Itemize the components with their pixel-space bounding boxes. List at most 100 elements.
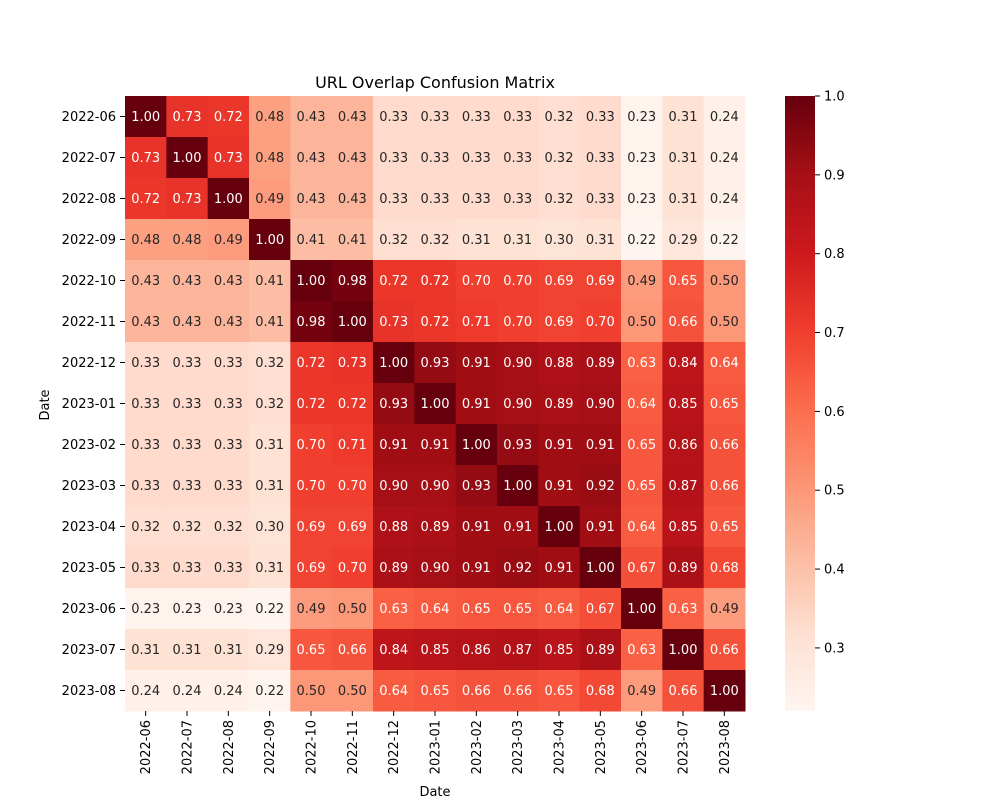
cell-value-label: 0.32 xyxy=(379,233,408,248)
heatmap-cell-2022-11-2022-10 xyxy=(290,301,333,343)
heatmap-cell-2022-08-2023-03 xyxy=(497,178,539,220)
x-axis: 2022-06 2022-07 2022-08 2022-09 2022-10 2022-… xyxy=(139,711,733,774)
cell-value-label: 0.66 xyxy=(503,684,532,699)
heatmap-cell-2023-06-2023-05 xyxy=(579,588,622,630)
heatmap-cell-2022-07-2023-07 xyxy=(662,137,705,179)
cell-value-label: 0.89 xyxy=(379,561,408,576)
heatmap-cell-2022-09-2022-12 xyxy=(373,219,415,261)
cell-value-label: 0.72 xyxy=(421,274,450,289)
y-tick-label: 2023-02 xyxy=(62,438,116,453)
x-tick-label: 2023-05 xyxy=(594,720,609,774)
heatmap-cell-2022-07-2023-06 xyxy=(621,137,663,179)
cell-value-label: 0.64 xyxy=(545,602,574,617)
cell-value-label: 0.30 xyxy=(255,520,284,535)
heatmap-cell-2023-07-2023-07 xyxy=(662,629,705,671)
heatmap-cell-2023-04-2022-10 xyxy=(290,506,333,548)
heatmap-cell-2022-09-2023-05 xyxy=(579,219,622,261)
heatmap-cell-2023-01-2023-02 xyxy=(455,383,498,425)
heatmap-cell-2022-08-2022-07 xyxy=(166,178,209,220)
y-tick-label: 2022-11 xyxy=(62,315,116,330)
cell-value-label: 0.65 xyxy=(627,479,656,494)
heatmap-cell-2023-05-2023-01 xyxy=(414,547,457,589)
heatmap-cell-2023-04-2023-06 xyxy=(621,506,663,548)
heatmap-cell-2022-11-2022-12 xyxy=(373,301,415,343)
heatmap-cell-2022-12-2023-04 xyxy=(538,342,581,384)
x-axis-label: Date xyxy=(419,785,450,800)
heatmap-cell-2023-01-2022-09 xyxy=(249,383,291,425)
cell-value-label: 0.73 xyxy=(173,110,202,125)
heatmap-cell-2022-08-2023-02 xyxy=(455,178,498,220)
cell-value-label: 0.73 xyxy=(338,356,367,371)
heatmap-cell-2023-07-2023-04 xyxy=(538,629,581,671)
y-axis: 2022-06 2022-07 2022-08 2022-09 2022-10 2022-… xyxy=(62,110,125,699)
cell-value-label: 0.43 xyxy=(338,151,367,166)
x-tick-label: 2022-09 xyxy=(263,720,278,774)
cell-value-label: 0.90 xyxy=(586,397,615,412)
cell-value-label: 0.91 xyxy=(462,520,491,535)
x-tick-label: 2022-12 xyxy=(387,720,402,774)
heatmap-cell-2023-08-2023-05 xyxy=(579,670,622,712)
cell-value-label: 1.00 xyxy=(297,274,326,289)
heatmap-cell-2022-12-2023-06 xyxy=(621,342,663,384)
heatmap-cell-2023-03-2023-05 xyxy=(579,465,622,507)
heatmap-cell-2022-09-2022-07 xyxy=(166,219,209,261)
heatmap-cell-2022-12-2022-09 xyxy=(249,342,291,384)
cell-value-label: 0.33 xyxy=(503,151,532,166)
cell-value-label: 0.33 xyxy=(173,438,202,453)
heatmap-cell-2023-06-2022-08 xyxy=(207,588,250,630)
x-tick-label: 2022-11 xyxy=(346,720,361,774)
heatmap-cell-2022-11-2023-03 xyxy=(497,301,539,343)
heatmap-cell-2023-08-2022-09 xyxy=(249,670,291,712)
heatmap-cell-2022-08-2022-09 xyxy=(249,178,291,220)
cell-value-label: 0.70 xyxy=(338,479,367,494)
cell-value-label: 0.33 xyxy=(131,479,160,494)
heatmap-cell-2022-10-2022-10 xyxy=(290,260,333,302)
x-tick-label: 2022-06 xyxy=(139,720,154,774)
heatmap-cell-2023-05-2022-07 xyxy=(166,547,209,589)
heatmap-cell-2022-06-2023-04 xyxy=(538,96,581,138)
heatmap-cell-2023-03-2023-01 xyxy=(414,465,457,507)
heatmap-cell-2023-06-2022-06 xyxy=(125,588,167,630)
x-tick-label: 2022-07 xyxy=(181,720,196,774)
heatmap-cell-2022-06-2022-10 xyxy=(290,96,333,138)
cell-value-label: 0.43 xyxy=(131,315,160,330)
cell-value-label: 0.50 xyxy=(627,315,656,330)
cell-value-label: 1.00 xyxy=(214,192,243,207)
heatmap-cell-2023-04-2023-07 xyxy=(662,506,705,548)
cell-value-label: 0.72 xyxy=(379,274,408,289)
heatmap-cell-2023-04-2023-03 xyxy=(497,506,539,548)
cell-value-label: 0.43 xyxy=(297,110,326,125)
cell-value-label: 0.84 xyxy=(669,356,698,371)
heatmap-cell-2023-08-2022-12 xyxy=(373,670,415,712)
heatmap-cell-2022-06-2023-05 xyxy=(579,96,622,138)
cell-value-label: 0.85 xyxy=(669,397,698,412)
cell-value-label: 0.91 xyxy=(379,438,408,453)
heatmap-cell-2023-01-2022-10 xyxy=(290,383,333,425)
cell-value-label: 0.87 xyxy=(503,643,532,658)
cell-value-label: 0.33 xyxy=(131,397,160,412)
heatmap-cell-2022-09-2022-11 xyxy=(331,219,374,261)
heatmap-cell-2023-06-2022-11 xyxy=(331,588,374,630)
heatmap-cell-2023-02-2022-09 xyxy=(249,424,291,466)
x-tick-label: 2023-06 xyxy=(635,720,650,774)
heatmap-cell-2023-05-2022-11 xyxy=(331,547,374,589)
heatmap-cell-2023-02-2022-07 xyxy=(166,424,209,466)
colorbar-tick-label: 0.3 xyxy=(824,641,845,656)
cell-value-label: 0.91 xyxy=(586,438,615,453)
cell-value-label: 0.50 xyxy=(297,684,326,699)
heatmap-cell-2023-06-2023-01 xyxy=(414,588,457,630)
heatmap-cell-2023-05-2023-08 xyxy=(703,547,746,589)
heatmap-cell-2023-07-2022-08 xyxy=(207,629,250,671)
cell-value-label: 0.41 xyxy=(297,233,326,248)
y-axis-label: Date xyxy=(38,389,53,420)
heatmap-cell-2022-08-2023-05 xyxy=(579,178,622,220)
heatmap-cell-2023-08-2022-06 xyxy=(125,670,167,712)
heatmap-cell-2023-01-2023-05 xyxy=(579,383,622,425)
heatmap-cell-2022-10-2022-12 xyxy=(373,260,415,302)
cell-value-label: 0.90 xyxy=(421,561,450,576)
cell-value-label: 0.43 xyxy=(338,110,367,125)
cell-value-label: 0.73 xyxy=(173,192,202,207)
heatmap-cell-2022-07-2022-08 xyxy=(207,137,250,179)
heatmap-cell-2022-07-2023-05 xyxy=(579,137,622,179)
heatmap-cell-2022-06-2022-08 xyxy=(207,96,250,138)
